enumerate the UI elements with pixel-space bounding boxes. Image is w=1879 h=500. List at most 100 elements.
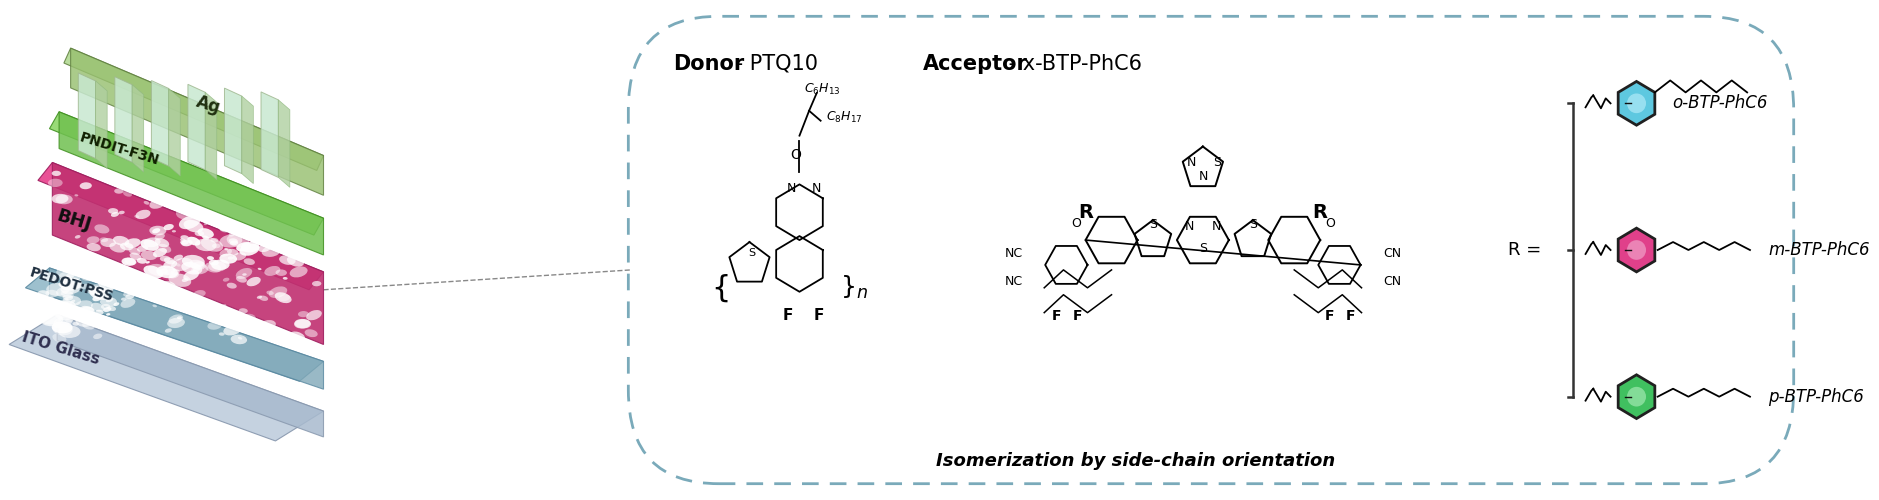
Ellipse shape: [71, 300, 75, 302]
Ellipse shape: [248, 209, 261, 216]
Ellipse shape: [141, 292, 152, 300]
Ellipse shape: [115, 188, 124, 194]
Ellipse shape: [276, 212, 291, 220]
Ellipse shape: [248, 205, 252, 208]
Ellipse shape: [116, 278, 126, 283]
Text: ITO Glass: ITO Glass: [21, 330, 101, 368]
Ellipse shape: [220, 254, 237, 264]
Ellipse shape: [60, 290, 73, 298]
Polygon shape: [188, 84, 205, 170]
Ellipse shape: [167, 202, 182, 209]
Ellipse shape: [30, 306, 51, 320]
Ellipse shape: [289, 196, 299, 200]
Ellipse shape: [92, 295, 101, 301]
Ellipse shape: [66, 272, 81, 281]
Ellipse shape: [58, 300, 71, 308]
Text: O: O: [1071, 217, 1080, 230]
Ellipse shape: [269, 286, 287, 298]
Text: m-BTP-PhC6: m-BTP-PhC6: [1768, 241, 1870, 259]
Ellipse shape: [209, 262, 225, 272]
Ellipse shape: [233, 252, 246, 260]
Ellipse shape: [39, 312, 62, 324]
Ellipse shape: [304, 162, 318, 168]
Ellipse shape: [190, 260, 205, 270]
Ellipse shape: [303, 182, 318, 191]
Ellipse shape: [286, 186, 295, 191]
Ellipse shape: [177, 316, 182, 319]
Ellipse shape: [199, 202, 222, 214]
Ellipse shape: [284, 236, 291, 240]
Ellipse shape: [218, 222, 235, 232]
Ellipse shape: [214, 310, 218, 312]
Ellipse shape: [66, 316, 75, 322]
Ellipse shape: [137, 246, 148, 252]
Text: NC: NC: [1005, 247, 1022, 260]
Ellipse shape: [118, 210, 124, 214]
Ellipse shape: [169, 272, 179, 278]
Ellipse shape: [229, 196, 248, 206]
Ellipse shape: [86, 243, 101, 252]
Ellipse shape: [299, 311, 308, 317]
Ellipse shape: [85, 320, 90, 322]
Ellipse shape: [207, 322, 222, 330]
Text: F: F: [1345, 308, 1357, 322]
Ellipse shape: [306, 174, 319, 184]
Ellipse shape: [143, 201, 150, 204]
Text: $C_8H_{17}$: $C_8H_{17}$: [827, 110, 862, 125]
Polygon shape: [26, 268, 323, 382]
Ellipse shape: [229, 238, 239, 244]
Polygon shape: [1618, 375, 1655, 418]
Text: N: N: [1186, 220, 1195, 233]
Ellipse shape: [261, 171, 267, 175]
Ellipse shape: [154, 238, 169, 248]
Ellipse shape: [225, 204, 244, 214]
Ellipse shape: [94, 334, 101, 339]
Ellipse shape: [289, 266, 308, 278]
Ellipse shape: [92, 270, 103, 276]
Polygon shape: [115, 77, 132, 162]
Ellipse shape: [201, 238, 224, 252]
Ellipse shape: [287, 202, 293, 206]
Circle shape: [1627, 387, 1646, 406]
Ellipse shape: [231, 193, 242, 199]
Ellipse shape: [124, 290, 132, 296]
Ellipse shape: [297, 171, 306, 177]
Ellipse shape: [156, 266, 179, 278]
Ellipse shape: [276, 270, 287, 276]
Ellipse shape: [188, 236, 201, 246]
Polygon shape: [1618, 228, 1655, 272]
Ellipse shape: [124, 258, 137, 265]
Ellipse shape: [261, 232, 274, 240]
Ellipse shape: [197, 228, 214, 238]
Ellipse shape: [182, 278, 188, 282]
Ellipse shape: [271, 172, 282, 178]
Ellipse shape: [312, 281, 321, 286]
Ellipse shape: [81, 259, 90, 264]
Ellipse shape: [224, 178, 242, 188]
Ellipse shape: [177, 176, 192, 184]
Ellipse shape: [90, 288, 109, 300]
Ellipse shape: [257, 320, 276, 331]
Ellipse shape: [295, 207, 312, 218]
Ellipse shape: [71, 251, 81, 256]
Ellipse shape: [79, 182, 92, 189]
Ellipse shape: [51, 170, 60, 176]
Ellipse shape: [88, 261, 98, 266]
Ellipse shape: [160, 280, 163, 283]
Text: R: R: [1079, 203, 1094, 222]
Ellipse shape: [53, 306, 75, 318]
Ellipse shape: [182, 255, 205, 268]
Text: R =: R =: [1507, 241, 1541, 259]
Text: Acceptor: Acceptor: [923, 54, 1028, 74]
Ellipse shape: [237, 242, 252, 252]
Ellipse shape: [225, 220, 231, 224]
Ellipse shape: [160, 256, 171, 262]
Ellipse shape: [152, 248, 167, 258]
Polygon shape: [71, 48, 323, 196]
Ellipse shape: [113, 236, 130, 246]
Ellipse shape: [122, 191, 132, 196]
Polygon shape: [53, 162, 323, 344]
Ellipse shape: [107, 306, 116, 311]
Ellipse shape: [54, 308, 77, 320]
Ellipse shape: [79, 269, 90, 276]
